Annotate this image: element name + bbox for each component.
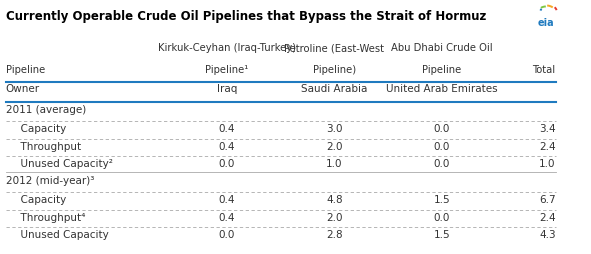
Text: Petroline (East-West: Petroline (East-West <box>284 43 384 53</box>
Text: 0.4: 0.4 <box>219 142 235 152</box>
Text: 0.4: 0.4 <box>219 124 235 134</box>
Text: 2.4: 2.4 <box>539 142 556 152</box>
Text: 2011 (average): 2011 (average) <box>6 105 86 115</box>
Text: 0.0: 0.0 <box>434 159 450 169</box>
Text: 2.0: 2.0 <box>326 213 343 223</box>
Text: Currently Operable Crude Oil Pipelines that Bypass the Strait of Hormuz: Currently Operable Crude Oil Pipelines t… <box>6 10 486 23</box>
Text: Abu Dhabi Crude Oil: Abu Dhabi Crude Oil <box>391 43 493 53</box>
Text: 0.4: 0.4 <box>219 213 235 223</box>
Text: 2.0: 2.0 <box>326 142 343 152</box>
Text: 0.0: 0.0 <box>219 159 235 169</box>
Text: United Arab Emirates: United Arab Emirates <box>386 84 498 94</box>
Text: 1.0: 1.0 <box>326 159 343 169</box>
Text: Pipeline: Pipeline <box>423 65 462 75</box>
Text: Kirkuk-Ceyhan (Iraq-Turkey): Kirkuk-Ceyhan (Iraq-Turkey) <box>158 43 296 53</box>
Text: Pipeline): Pipeline) <box>313 65 356 75</box>
Text: 0.0: 0.0 <box>434 124 450 134</box>
Text: 1.5: 1.5 <box>434 195 450 205</box>
Text: 0.0: 0.0 <box>434 213 450 223</box>
Text: eia: eia <box>538 18 554 28</box>
Text: Unused Capacity: Unused Capacity <box>14 230 109 240</box>
Text: Throughput⁴: Throughput⁴ <box>14 213 86 223</box>
Text: Capacity: Capacity <box>14 195 66 205</box>
Text: 6.7: 6.7 <box>539 195 556 205</box>
Text: 0.0: 0.0 <box>219 230 235 240</box>
Text: Owner: Owner <box>6 84 40 94</box>
Text: 0.0: 0.0 <box>434 142 450 152</box>
Text: 2.8: 2.8 <box>326 230 343 240</box>
Text: 3.0: 3.0 <box>326 124 343 134</box>
Text: Saudi Arabia: Saudi Arabia <box>301 84 368 94</box>
Text: Throughput: Throughput <box>14 142 81 152</box>
Text: Pipeline¹: Pipeline¹ <box>205 65 248 75</box>
Text: Total: Total <box>532 65 556 75</box>
Text: Pipeline: Pipeline <box>6 65 45 75</box>
Text: 3.4: 3.4 <box>539 124 556 134</box>
Text: Capacity: Capacity <box>14 124 66 134</box>
Text: 1.5: 1.5 <box>434 230 450 240</box>
Text: 1.0: 1.0 <box>539 159 556 169</box>
Text: Iraq: Iraq <box>217 84 237 94</box>
Text: Unused Capacity²: Unused Capacity² <box>14 159 113 169</box>
Text: 4.3: 4.3 <box>539 230 556 240</box>
Text: 2012 (mid-year)³: 2012 (mid-year)³ <box>6 176 94 186</box>
Text: 4.8: 4.8 <box>326 195 343 205</box>
Text: 0.4: 0.4 <box>219 195 235 205</box>
Text: 2.4: 2.4 <box>539 213 556 223</box>
